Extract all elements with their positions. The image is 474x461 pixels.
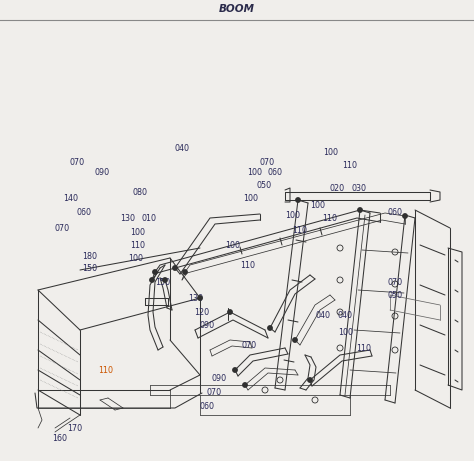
Text: 100: 100: [243, 194, 258, 202]
Text: 180: 180: [82, 252, 97, 260]
Circle shape: [150, 278, 154, 282]
Text: 070: 070: [207, 388, 222, 396]
Text: BOOM: BOOM: [219, 4, 255, 14]
Circle shape: [173, 266, 177, 270]
Text: 110: 110: [240, 260, 255, 270]
Text: 090: 090: [212, 373, 227, 383]
Text: 040: 040: [338, 311, 353, 319]
Circle shape: [358, 208, 362, 212]
Circle shape: [296, 198, 300, 202]
Text: 100: 100: [285, 211, 300, 219]
Circle shape: [198, 296, 202, 300]
Text: 110: 110: [322, 213, 337, 223]
Text: 110: 110: [130, 241, 145, 249]
Text: 070: 070: [70, 158, 85, 166]
Text: 030: 030: [352, 183, 367, 193]
Text: 110: 110: [292, 225, 307, 235]
Text: 070: 070: [388, 278, 403, 286]
Circle shape: [293, 338, 297, 342]
Text: 110: 110: [356, 343, 371, 353]
Circle shape: [183, 270, 187, 274]
Text: 150: 150: [82, 264, 97, 272]
Text: 130: 130: [188, 294, 203, 302]
Circle shape: [403, 214, 407, 218]
Circle shape: [268, 326, 272, 330]
Circle shape: [163, 278, 167, 282]
Circle shape: [308, 378, 312, 382]
Text: 050: 050: [388, 290, 403, 300]
Text: 090: 090: [95, 167, 110, 177]
Text: 070: 070: [242, 341, 257, 349]
Text: 100: 100: [310, 201, 325, 209]
Text: 040: 040: [316, 311, 331, 319]
Circle shape: [233, 368, 237, 372]
Text: 110: 110: [98, 366, 113, 374]
Text: 100: 100: [247, 167, 262, 177]
Text: 060: 060: [268, 167, 283, 177]
Circle shape: [243, 383, 247, 387]
Text: 060: 060: [388, 207, 403, 217]
Text: 100: 100: [128, 254, 143, 262]
Circle shape: [228, 310, 232, 314]
Text: 070: 070: [55, 224, 70, 232]
Text: 100: 100: [130, 227, 145, 236]
Text: 060: 060: [200, 402, 215, 410]
Text: 100: 100: [323, 148, 338, 156]
Circle shape: [153, 270, 157, 274]
Text: 160: 160: [52, 433, 67, 443]
Text: 120: 120: [194, 307, 209, 317]
Text: 080: 080: [133, 188, 148, 196]
Text: 020: 020: [330, 183, 345, 193]
Text: 100: 100: [338, 327, 353, 337]
Text: 050: 050: [257, 181, 272, 189]
Text: 110: 110: [342, 160, 357, 170]
Text: 150: 150: [155, 278, 170, 286]
Text: 100: 100: [225, 241, 240, 249]
Text: 140: 140: [63, 194, 78, 202]
Text: 090: 090: [200, 320, 215, 330]
Text: 060: 060: [77, 207, 92, 217]
Text: 070: 070: [260, 158, 275, 166]
Text: 010: 010: [142, 213, 157, 223]
Text: 130: 130: [120, 213, 135, 223]
Text: 170: 170: [67, 424, 82, 432]
Text: 040: 040: [175, 143, 190, 153]
